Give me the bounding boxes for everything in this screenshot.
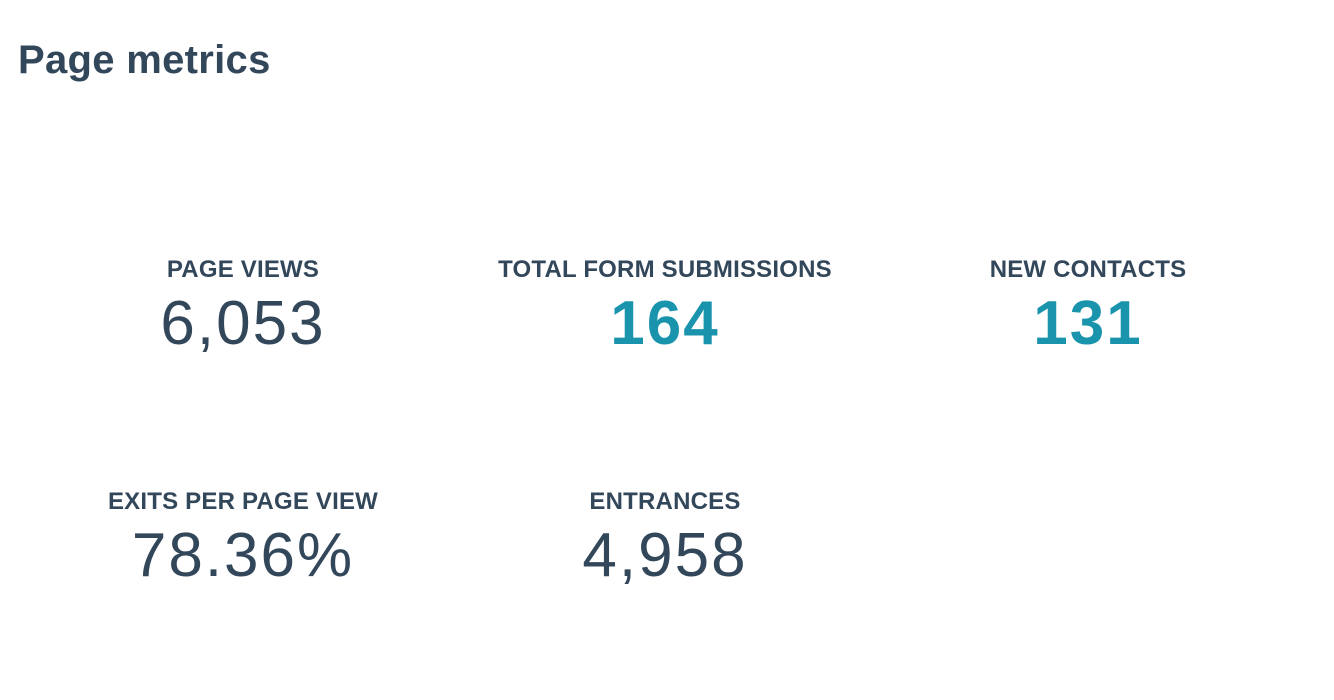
- metric-label: PAGE VIEWS: [166, 256, 320, 283]
- metric-card: NEW CONTACTS 131: [878, 256, 1298, 359]
- metric-card: TOTAL FORM SUBMISSIONS 164: [455, 256, 875, 359]
- metric-value[interactable]: 131: [1033, 289, 1143, 358]
- metric-card: EXITS PER PAGE VIEW 78.36%: [33, 488, 453, 591]
- metric-label: NEW CONTACTS: [989, 256, 1187, 283]
- metric-card: PAGE VIEWS 6,053: [33, 256, 453, 359]
- page-title: Page metrics: [18, 38, 271, 82]
- metric-label: TOTAL FORM SUBMISSIONS: [498, 256, 832, 283]
- metric-value[interactable]: 164: [610, 289, 720, 358]
- metric-value: 4,958: [582, 521, 748, 590]
- metric-label: ENTRANCES: [589, 488, 741, 515]
- metric-label: EXITS PER PAGE VIEW: [107, 488, 379, 515]
- metric-card: ENTRANCES 4,958: [455, 488, 875, 591]
- metric-value: 78.36%: [131, 521, 355, 590]
- metric-value: 6,053: [160, 289, 326, 358]
